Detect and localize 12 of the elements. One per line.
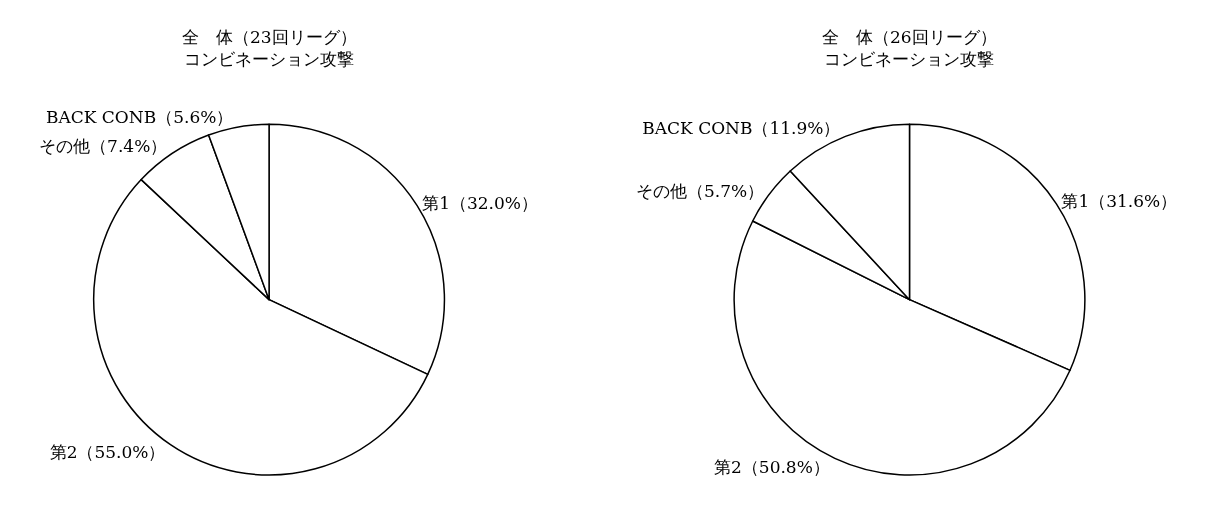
slice-label: 第1（32.0%） [422,192,538,213]
chart-subtitle: コンビネーション攻撃 [824,49,995,70]
chart-title: 全 体（26回リーグ） [822,27,997,47]
chart-title: 全 体（23回リーグ） [182,27,357,47]
slice-label: BACK CONB（5.6%） [45,107,234,128]
slice-label: 第2（50.8%） [714,456,830,477]
slice-label: 第2（55.0%） [49,441,166,462]
slice-label: BACK CONB（11.9%） [642,117,841,138]
slice-label: その他（5.7%） [636,180,765,201]
chart-subtitle: コンビネーション攻撃 [184,49,355,70]
slice-label: 第1（31.6%） [1061,190,1178,211]
slice-label: その他（7.4%） [39,136,168,157]
